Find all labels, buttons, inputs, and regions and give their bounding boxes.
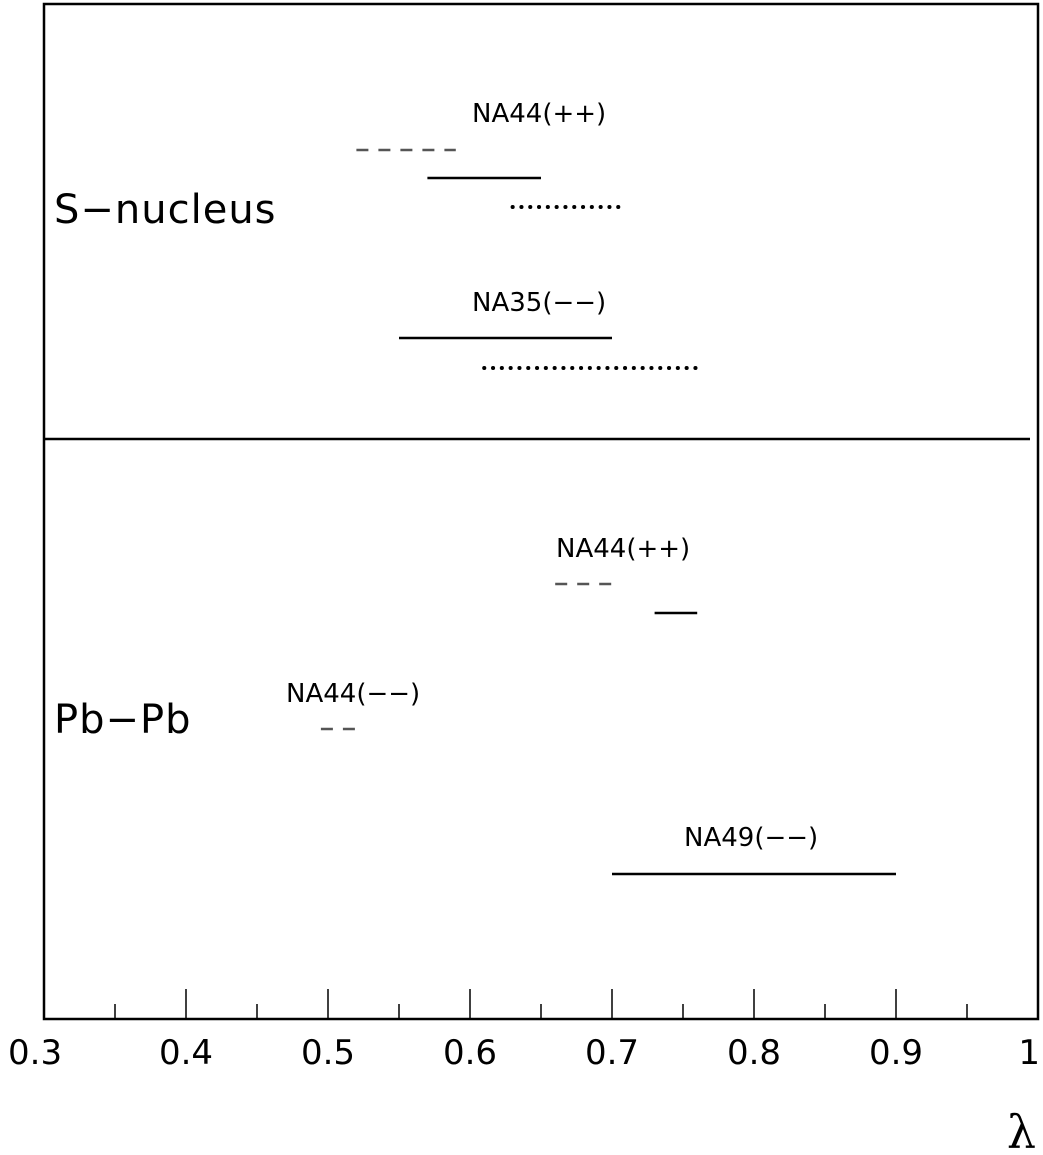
x-axis-tick-labels: 0.3 0.4 0.5 0.6 0.7 0.8 0.9 1 xyxy=(8,1033,1040,1073)
label-pb-na44-mm: NA44(−−) xyxy=(286,679,420,709)
label-s-na35-mm: NA35(−−) xyxy=(472,288,606,318)
panel-label-pb-pb: Pb−Pb xyxy=(54,697,192,743)
label-s-na44-pp: NA44(++) xyxy=(472,99,606,129)
x-axis-label: λ xyxy=(1007,1105,1036,1155)
x-tick-label: 0.8 xyxy=(727,1033,781,1073)
x-tick-label: 0.5 xyxy=(301,1033,355,1073)
x-tick-label: 1 xyxy=(1018,1033,1040,1073)
x-tick-label: 0.7 xyxy=(585,1033,639,1073)
x-tick-label: 0.4 xyxy=(159,1033,213,1073)
x-tick-label: 0.6 xyxy=(443,1033,497,1073)
label-pb-na49-mm: NA49(−−) xyxy=(684,823,818,853)
x-axis-ticks xyxy=(43,989,1039,1019)
panel-label-s-nucleus: S−nucleus xyxy=(54,187,277,233)
x-tick-label: 0.3 xyxy=(8,1033,62,1073)
x-tick-label: 0.9 xyxy=(869,1033,923,1073)
range-segments xyxy=(320,148,896,876)
label-pb-na44-pp: NA44(++) xyxy=(556,534,690,564)
plot-frame xyxy=(42,2,1040,1021)
